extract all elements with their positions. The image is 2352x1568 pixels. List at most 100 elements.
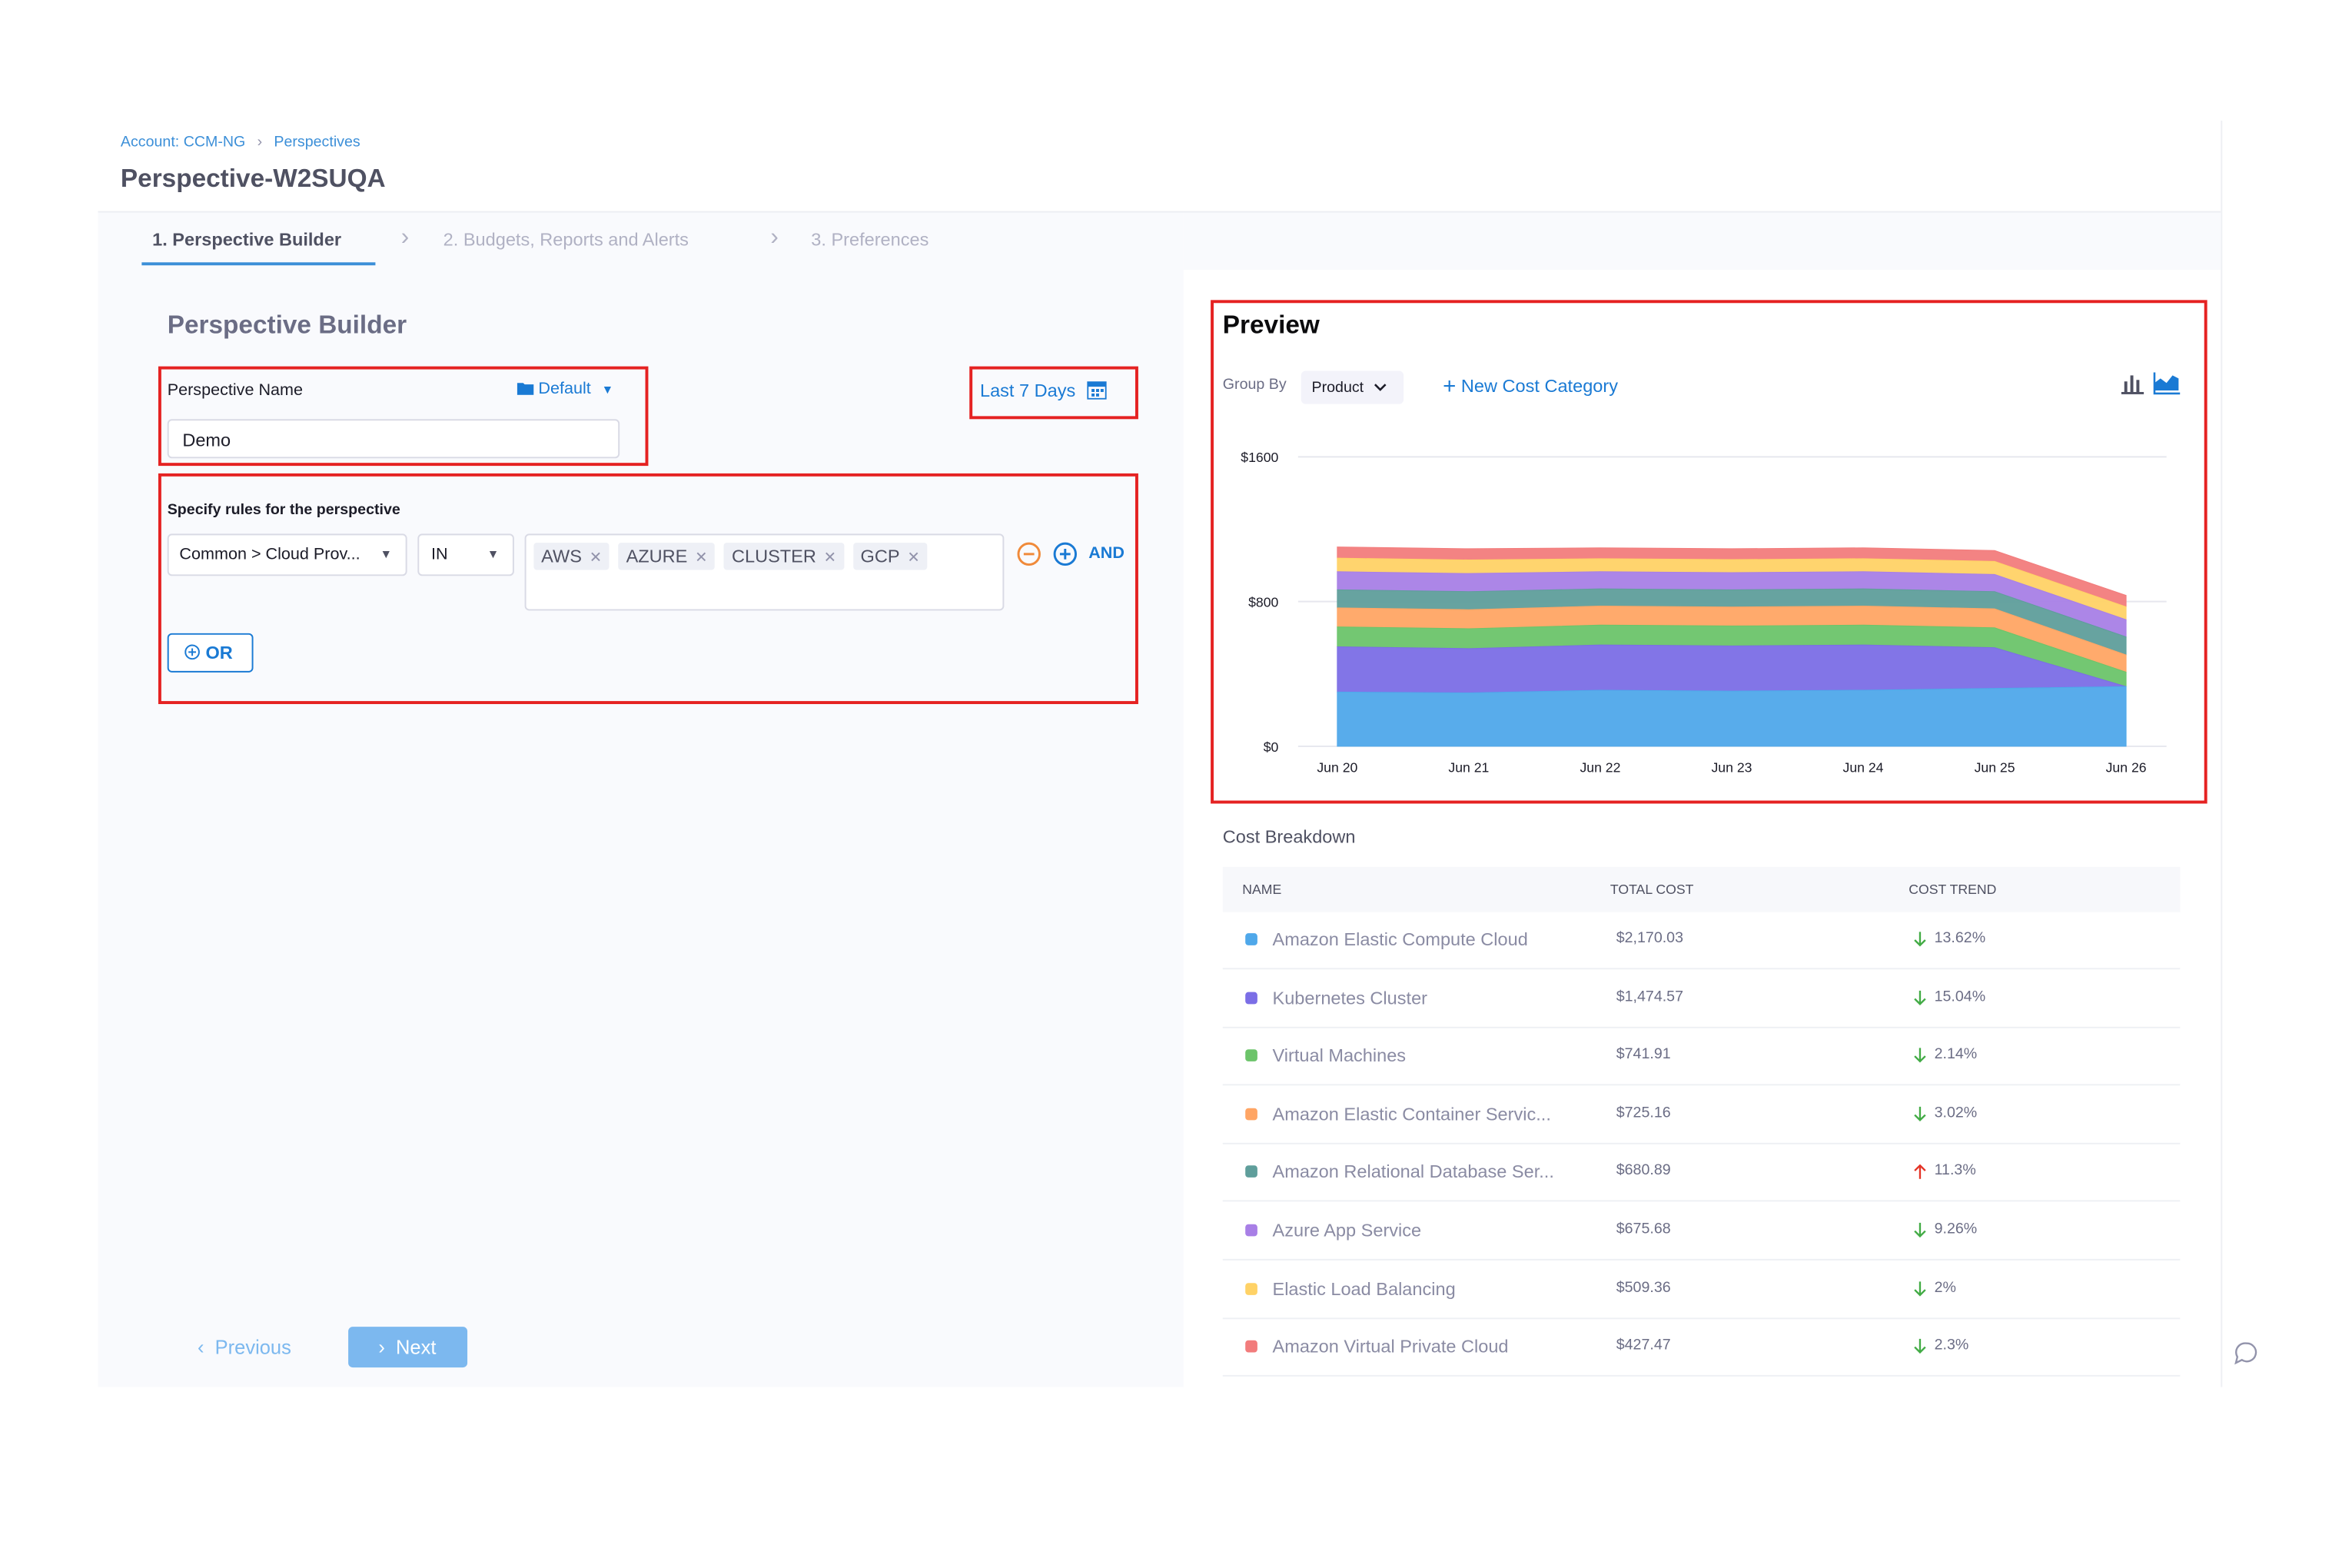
row-trend: 9.26% xyxy=(1934,1221,1978,1238)
arrow-shape xyxy=(1914,1106,1926,1121)
section-heading: Perspective Builder xyxy=(167,311,407,340)
row-total: $741.91 xyxy=(1616,1046,1671,1064)
breadcrumb-link[interactable]: Account: CCM-NG xyxy=(120,134,246,151)
row-trend: 15.04% xyxy=(1934,988,1986,1005)
new-category-label: New Cost Category xyxy=(1460,375,1618,397)
x-tick-label: Jun 21 xyxy=(1448,759,1489,775)
group-by-label: Group By xyxy=(1222,377,1287,394)
highlight-box xyxy=(158,366,649,467)
x-tick-label: Jun 25 xyxy=(1975,759,2015,775)
legend-swatch xyxy=(1245,933,1257,945)
value-tag[interactable]: AZURE ✕ xyxy=(618,543,716,570)
legend-swatch xyxy=(1245,1049,1257,1062)
next-button[interactable]: › Next xyxy=(348,1327,468,1368)
calendar-icon xyxy=(1086,381,1107,400)
tag-remove[interactable]: ✕ xyxy=(695,550,708,567)
rules-label: Specify rules for the perspective xyxy=(167,502,400,519)
add-rule-icon[interactable] xyxy=(1052,541,1078,566)
x-tick-label: Jun 22 xyxy=(1580,759,1620,775)
row-name: Virtual Machines xyxy=(1272,1045,1407,1067)
folder-select[interactable]: Default ▼ xyxy=(517,380,613,398)
row-name: Kubernetes Cluster xyxy=(1272,986,1428,1008)
new-category-button[interactable]: + New Cost Category xyxy=(1443,374,1618,400)
table-row-divider xyxy=(1222,1025,2181,1028)
arrow-shape xyxy=(1914,1222,1926,1238)
y-tick-label: $1600 xyxy=(1241,450,1278,465)
tab-strip xyxy=(1183,212,2221,271)
row-total: $509.36 xyxy=(1616,1279,1671,1297)
table-row-divider xyxy=(1222,968,2181,970)
area-band xyxy=(1337,686,2127,747)
row-total: $427.47 xyxy=(1616,1337,1671,1354)
folder-name: Default xyxy=(538,380,591,398)
column-header: TOTAL COST xyxy=(1610,882,1694,898)
tag-remove[interactable]: ✕ xyxy=(589,550,603,567)
step-tab[interactable]: 2. Budgets, Reports and Alerts xyxy=(443,229,689,251)
bar-chart-toggle[interactable] xyxy=(2121,374,2144,394)
divider xyxy=(98,211,2221,213)
previous-button[interactable]: ‹ Previous xyxy=(197,1335,291,1359)
table-row-divider xyxy=(1222,1084,2181,1086)
tag-label: CLUSTER xyxy=(732,546,816,567)
remove-rule-icon[interactable] xyxy=(1016,541,1041,566)
name-input[interactable]: Demo xyxy=(167,419,620,459)
group-by-select[interactable]: Product xyxy=(1301,370,1404,404)
trend-arrow xyxy=(1914,1048,1926,1063)
values-input[interactable]: AWS ✕ AZURE ✕ CLUSTER ✕ GCP ✕ xyxy=(524,533,1005,611)
field-select[interactable]: Common > Cloud Prov... ▼ xyxy=(167,533,407,576)
row-total: $725.16 xyxy=(1616,1105,1671,1121)
trend-arrow xyxy=(1914,932,1926,947)
chevron-icon xyxy=(1374,384,1387,391)
operator-select[interactable]: IN ▼ xyxy=(417,533,514,576)
row-trend: 2.3% xyxy=(1934,1337,1969,1354)
next-label: Next xyxy=(396,1335,437,1359)
table-row-divider xyxy=(1222,1258,2181,1261)
x-tick-label: Jun 23 xyxy=(1711,759,1752,775)
breadcrumb-link[interactable]: Perspectives xyxy=(274,134,360,151)
highlight-box xyxy=(969,366,1138,420)
highlight-box xyxy=(158,473,1138,705)
trend-arrow xyxy=(1914,1339,1926,1354)
step-tab[interactable]: 1. Perspective Builder xyxy=(152,229,342,251)
column-header: COST TREND xyxy=(1909,882,1997,898)
row-name: Amazon Relational Database Ser... xyxy=(1272,1161,1554,1183)
breadcrumb: Account: CCM-NG › Perspectives xyxy=(120,134,360,151)
time-range[interactable]: Last 7 Days xyxy=(980,380,1107,401)
trend-arrow xyxy=(1914,1164,1926,1180)
chevron: › xyxy=(770,224,779,251)
preview-heading: Preview xyxy=(1222,311,1320,340)
previous-label: Previous xyxy=(214,1335,291,1359)
operator-value: IN xyxy=(430,546,448,564)
legend-swatch xyxy=(1245,1166,1257,1178)
row-total: $2,170.03 xyxy=(1616,930,1684,947)
trend-arrow xyxy=(1914,1106,1926,1121)
tag-remove[interactable]: ✕ xyxy=(823,550,837,567)
or-button[interactable]: OR xyxy=(167,633,254,673)
row-name: Amazon Elastic Container Servic... xyxy=(1272,1103,1551,1125)
arrow-shape xyxy=(1914,1164,1926,1180)
value-tag[interactable]: CLUSTER ✕ xyxy=(724,543,844,570)
row-name: Azure App Service xyxy=(1272,1219,1422,1241)
area-chart-toggle[interactable] xyxy=(2153,372,2181,395)
x-tick-label: Jun 20 xyxy=(1317,759,1357,775)
tag-remove[interactable]: ✕ xyxy=(907,550,920,567)
value-tag[interactable]: AWS ✕ xyxy=(533,543,610,570)
field-label: Perspective Name xyxy=(167,381,304,400)
and-button[interactable]: AND xyxy=(1088,544,1125,563)
legend-swatch xyxy=(1245,1282,1257,1295)
row-total: $680.89 xyxy=(1616,1163,1671,1180)
highlight-box xyxy=(1211,300,2207,804)
arrow-shape xyxy=(1914,932,1926,947)
chevron: › xyxy=(400,224,410,251)
value-tag[interactable]: GCP ✕ xyxy=(852,543,928,570)
y-tick-label: $800 xyxy=(1248,595,1278,610)
arrow-shape xyxy=(1914,1048,1926,1063)
legend-swatch xyxy=(1245,991,1257,1004)
table-row-divider xyxy=(1222,1375,2181,1377)
row-trend: 2.14% xyxy=(1934,1046,1978,1064)
step-tab[interactable]: 3. Preferences xyxy=(811,229,929,251)
help-icon[interactable] xyxy=(2234,1340,2261,1366)
or-label: OR xyxy=(205,642,233,664)
